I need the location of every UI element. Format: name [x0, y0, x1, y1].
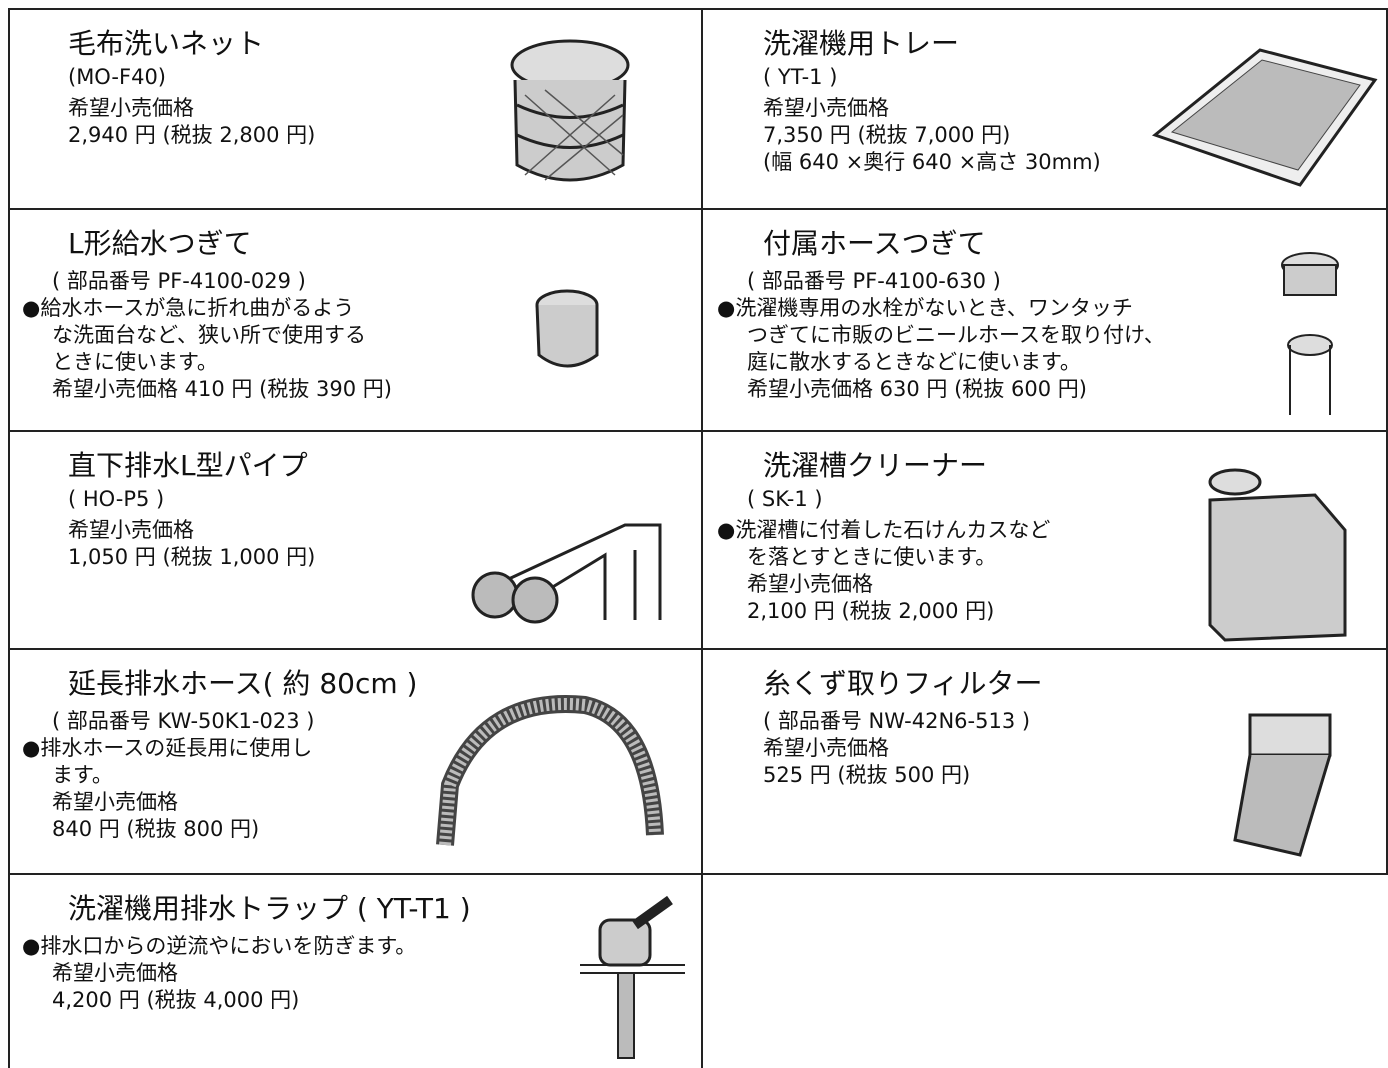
item-line: ( YT-1 ): [763, 65, 838, 89]
item-line: ( 部品番号 PF-4100-630 ): [747, 269, 1001, 293]
item-title: 洗濯槽クリーナー: [763, 449, 988, 482]
trap-illustration: [580, 895, 685, 1059]
item-title: 直下排水L型パイプ: [68, 449, 308, 482]
item-line: ときに使います。: [52, 350, 218, 374]
item-cell: 洗濯槽クリーナー ( SK-1 ) ●洗濯槽に付着した石けんカスなどを落とすときに使…: [703, 432, 1388, 650]
item-line: 2,940 円 (税抜 2,800 円): [68, 123, 316, 147]
item-title: 毛布洗いネット: [68, 27, 265, 60]
item-title: 糸くず取りフィルター: [763, 667, 1043, 700]
item-line: 希望小売価格: [763, 96, 889, 120]
item-line: 525 円 (税抜 500 円): [763, 763, 971, 787]
item-line: ( SK-1 ): [747, 487, 823, 511]
hose-joint-illustration: [1281, 252, 1339, 415]
item-line: 希望小売価格: [68, 518, 194, 542]
item-cell: 付属ホースつぎて ( 部品番号 PF-4100-630 ) ●洗濯機専用の水栓がない…: [703, 210, 1388, 432]
item-line: 4,200 円 (税抜 4,000 円): [52, 988, 300, 1012]
tray-illustration: [1151, 48, 1378, 187]
item-cell: 延長排水ホース( 約 80cm ) ( 部品番号 KW-50K1-023 ) ●排水…: [8, 650, 703, 875]
item-line: ( HO-P5 ): [68, 487, 165, 511]
item-line: ●排水口からの逆流やにおいを防ぎます。: [22, 934, 417, 958]
item-line: 庭に散水するときなどに使います。: [747, 350, 1081, 374]
item-line: な洗面台など、狭い所で使用する: [52, 323, 366, 347]
item-cell: 糸くず取りフィルター ( 部品番号 NW-42N6-513 ) 希望小売価格 525 …: [703, 650, 1388, 875]
item-cell: 直下排水L型パイプ ( HO-P5 ) 希望小売価格 1,050 円 (税抜 1,00…: [8, 432, 703, 650]
item-line: ●排水ホースの延長用に使用し: [22, 736, 313, 760]
item-line: 希望小売価格: [763, 736, 889, 760]
item-line: ●洗濯槽に付着した石けんカスなど: [717, 518, 1051, 542]
item-line: ( 部品番号 NW-42N6-513 ): [763, 709, 1031, 733]
item-cell: L形給水つぎて ( 部品番号 PF-4100-029 ) ●給水ホースが急に折れ曲が…: [8, 210, 703, 432]
pipe-illustration: [471, 523, 662, 624]
joint-illustration: [535, 289, 599, 368]
item-line: 1,050 円 (税抜 1,000 円): [68, 545, 316, 569]
net-illustration: [510, 39, 630, 182]
item-line: 希望小売価格: [52, 961, 178, 985]
filter-illustration: [1233, 713, 1332, 857]
item-line: 希望小売価格 630 円 (税抜 600 円): [747, 377, 1087, 401]
item-line: 7,350 円 (税抜 7,000 円): [763, 123, 1011, 147]
item-line: ( 部品番号 PF-4100-029 ): [52, 269, 306, 293]
item-line: つぎてに市販のビニールホースを取り付け、: [747, 323, 1165, 347]
item-line: (MO-F40): [68, 65, 166, 89]
item-line: 希望小売価格: [747, 572, 873, 596]
item-title: 延長排水ホース( 約 80cm ): [68, 667, 418, 700]
item-line: 840 円 (税抜 800 円): [52, 817, 260, 841]
item-line: ( 部品番号 KW-50K1-023 ): [52, 709, 315, 733]
item-cell: 洗濯機用排水トラップ ( YT-T1 ) ●排水口からの逆流やにおいを防ぎます。希…: [8, 875, 703, 1068]
item-line: 希望小売価格 410 円 (税抜 390 円): [52, 377, 392, 401]
item-cell: 洗濯機用トレー ( YT-1 ) 希望小売価格 7,350 円 (税抜 7,000 円…: [703, 10, 1388, 210]
cleaner-illustration: [1208, 468, 1347, 642]
item-line: 希望小売価格: [52, 790, 178, 814]
item-line: ●洗濯機専用の水栓がないとき、ワンタッチ: [717, 296, 1133, 320]
item-cell: 毛布洗いネット (MO-F40) 希望小売価格 2,940 円 (税抜 2,800 円…: [8, 10, 703, 210]
item-title: 洗濯機用排水トラップ ( YT-T1 ): [68, 892, 471, 925]
table-frame: [8, 8, 1388, 1068]
item-line: を落とすときに使います。: [747, 545, 997, 569]
item-line: 希望小売価格: [68, 96, 194, 120]
item-line: ます。: [52, 763, 113, 787]
item-title: 付属ホースつぎて: [763, 227, 986, 260]
item-line: 2,100 円 (税抜 2,000 円): [747, 599, 995, 623]
item-title: 洗濯機用トレー: [763, 27, 960, 60]
hose-illustration: [436, 695, 664, 846]
item-line: (幅 640 ×奥行 640 ×高さ 30mm): [763, 150, 1101, 174]
item-title: L形給水つぎて: [68, 227, 252, 260]
item-line: ●給水ホースが急に折れ曲がるよう: [22, 296, 355, 320]
